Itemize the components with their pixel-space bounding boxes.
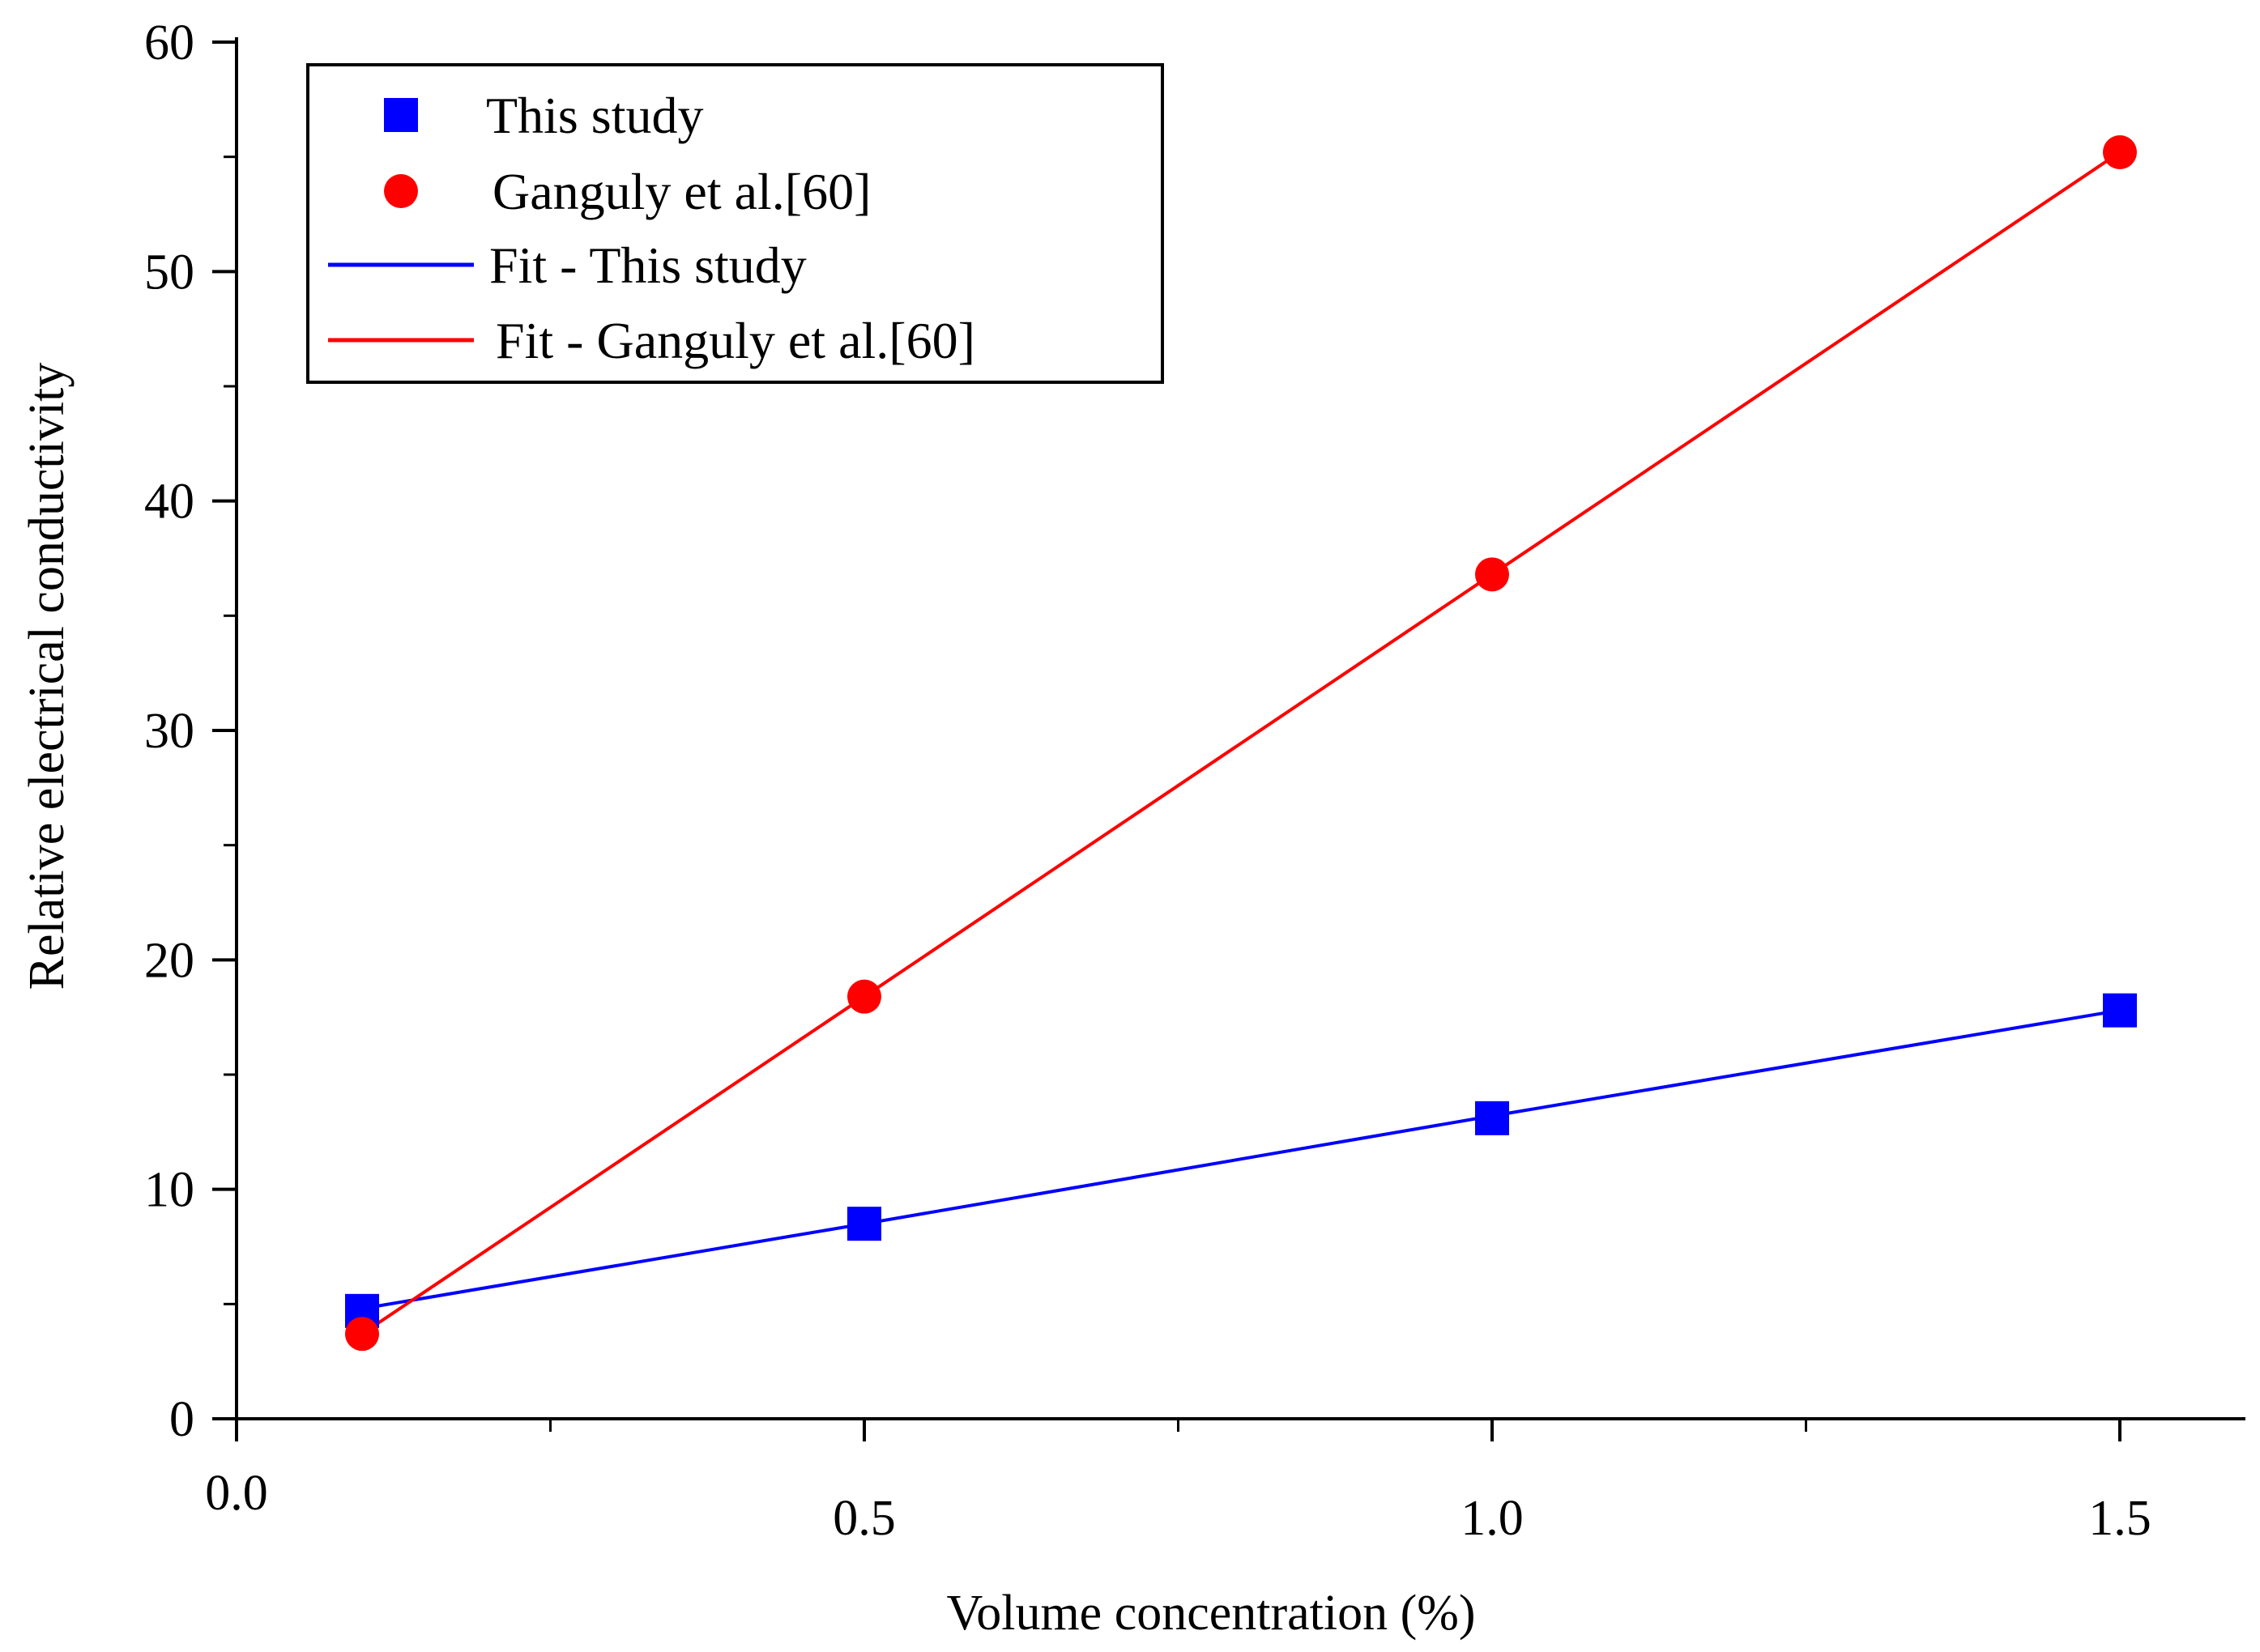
data-point-ganguly-et-al-60 bbox=[345, 1317, 379, 1352]
x-tick-label: 1.0 bbox=[1460, 1491, 1524, 1546]
y-tick-label: 20 bbox=[144, 933, 194, 988]
y-axis-title: Relative electrical conductivity bbox=[19, 363, 75, 990]
data-point-this-study bbox=[847, 1207, 881, 1241]
x-tick-label: 0.0 bbox=[205, 1466, 268, 1521]
series-line-fit-this-study bbox=[361, 1008, 2121, 1310]
y-tick-label: 60 bbox=[144, 15, 194, 70]
data-point-this-study bbox=[2103, 993, 2137, 1028]
series-line-fit-ganguly-et-al-60 bbox=[360, 151, 2121, 1335]
legend: This study Ganguly et al.[60] Fit - This s… bbox=[306, 63, 1164, 384]
plot-series bbox=[345, 135, 2137, 1352]
x-tick-label: 1.5 bbox=[2088, 1491, 2151, 1546]
data-point-ganguly-et-al-60 bbox=[2103, 135, 2137, 169]
x-axis-title: Volume concentration (%) bbox=[946, 1586, 1475, 1641]
y-tick-label: 40 bbox=[144, 475, 194, 530]
data-point-ganguly-et-al-60 bbox=[1475, 557, 1509, 592]
y-tick-label: 10 bbox=[144, 1163, 194, 1218]
y-tick-label: 0 bbox=[169, 1392, 194, 1447]
x-tick-label: 0.5 bbox=[833, 1491, 896, 1546]
legend-label-fit-ganguly-et-al-60: Fit - Ganguly et al.[60] bbox=[496, 312, 975, 369]
legend-box bbox=[306, 63, 1164, 384]
y-tick-label: 30 bbox=[144, 704, 194, 759]
legend-marker-this-study bbox=[384, 98, 418, 132]
data-point-this-study bbox=[1475, 1101, 1509, 1135]
legend-marker-ganguly-et-al-60 bbox=[384, 174, 418, 208]
legend-label-fit-this-study: Fit - This study bbox=[489, 236, 807, 294]
y-tick-label: 50 bbox=[144, 245, 194, 300]
legend-label-this-study: This study bbox=[486, 87, 703, 144]
legend-label-ganguly-et-al-60: Ganguly et al.[60] bbox=[493, 163, 871, 220]
data-point-ganguly-et-al-60 bbox=[847, 979, 881, 1014]
axes: 0 10 20 30 40 50 60 0.0 0.5 1.0 1.5 bbox=[144, 15, 2245, 1546]
